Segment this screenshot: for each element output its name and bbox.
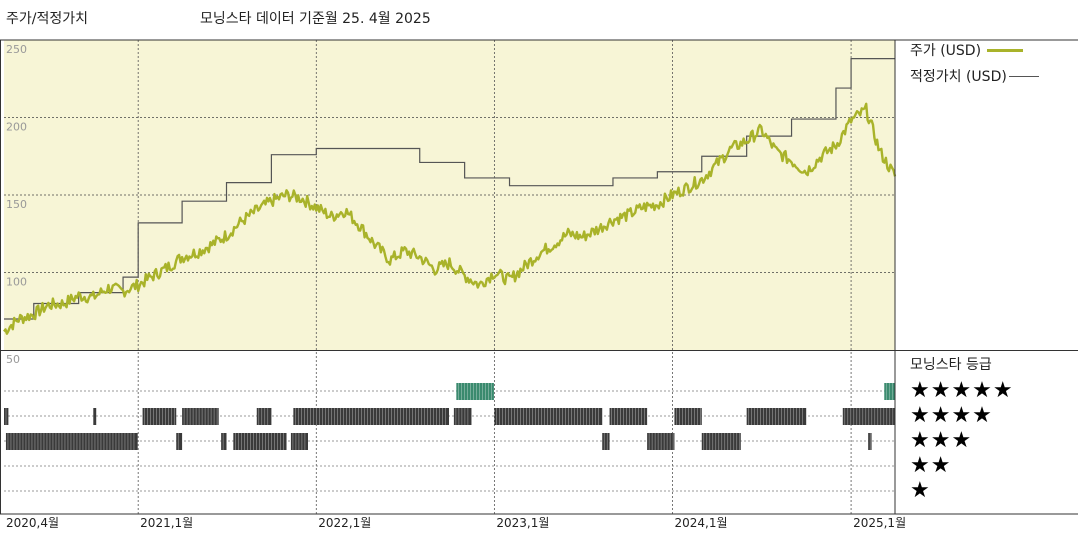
rating-bar-fill	[884, 383, 895, 400]
chart-title: 주가/적정가치	[6, 11, 88, 27]
rating-bar-fill	[701, 433, 741, 450]
rating-bar-3-stars	[701, 433, 741, 450]
rating-bar-fill	[182, 408, 219, 425]
rating-4-stars: ★★★★	[910, 403, 993, 428]
rating-bar-fill	[746, 408, 807, 425]
rating-bar-fill	[290, 433, 308, 450]
x-tick-label: 2024,1월	[674, 516, 727, 530]
rating-bar-3-stars	[647, 433, 675, 450]
rating-bar-4-stars	[293, 408, 450, 425]
rating-bar-fill	[93, 408, 97, 425]
rating-bar-fill	[647, 433, 675, 450]
x-tick-label: 2025,1월	[853, 516, 906, 530]
rating-1-star: ★	[910, 478, 931, 503]
rating-bar-3-stars	[5, 433, 138, 450]
price-line	[3, 102, 897, 335]
y-tick-label: 200	[6, 121, 27, 134]
x-tick-label: 2022,1월	[318, 516, 371, 530]
legend-label-price: 주가 (USD)	[910, 43, 982, 59]
legend-label-fair-value: 적정가치 (USD)	[910, 69, 1007, 85]
rating-bar-5-stars	[884, 383, 895, 400]
legend-item-fair-value: 적정가치 (USD)	[910, 66, 1039, 86]
rating-bar-5-stars	[456, 383, 494, 400]
rating-bar-4-stars	[674, 408, 702, 425]
x-tick-label: 2021,1월	[140, 516, 193, 530]
rating-bar-fill	[176, 433, 183, 450]
rating-bar-fill	[233, 433, 287, 450]
legend-item-price: 주가 (USD)	[910, 40, 1024, 60]
rating-bar-4-stars	[842, 408, 895, 425]
rating-bar-fill	[456, 383, 494, 400]
rating-bar-3-stars	[176, 433, 183, 450]
rating-bar-3-stars	[602, 433, 610, 450]
rating-bar-4-stars	[182, 408, 219, 425]
x-tick-label: 2023,1월	[496, 516, 549, 530]
rating-bar-4-stars	[93, 408, 97, 425]
rating-bar-4-stars	[256, 408, 272, 425]
rating-2-stars: ★★	[910, 453, 952, 478]
y-tick-label: 150	[6, 198, 27, 211]
rating-bar-fill	[453, 408, 472, 425]
rating-panel-title: 모닝스타 등급	[910, 357, 992, 373]
legend-swatch-fair-value	[1008, 75, 1039, 77]
rating-bar-4-stars	[494, 408, 603, 425]
rating-bar-3-stars	[868, 433, 872, 450]
rating-bar-3-stars	[233, 433, 287, 450]
data-date-label: 모닝스타 데이터 기준월 25. 4월 2025	[200, 11, 431, 27]
y-tick-label: 250	[6, 43, 27, 56]
rating-bar-fill	[221, 433, 227, 450]
x-tick-label: 2020,4월	[6, 516, 59, 530]
rating-bar-4-stars	[142, 408, 177, 425]
y-tick-label: 100	[6, 276, 27, 289]
rating-bar-fill	[609, 408, 648, 425]
legend-swatch-price	[987, 48, 1024, 52]
rating-bar-3-stars	[221, 433, 227, 450]
y-tick-label: 50	[6, 353, 20, 366]
rating-bar-4-stars	[453, 408, 472, 425]
rating-bar-fill	[293, 408, 450, 425]
rating-bar-fill	[5, 433, 138, 450]
rating-5-stars: ★★★★★	[910, 378, 1014, 403]
rating-bar-fill	[674, 408, 702, 425]
rating-bar-4-stars	[609, 408, 648, 425]
rating-bar-fill	[494, 408, 603, 425]
fair-value-line	[4, 58, 895, 320]
rating-bar-4-stars	[746, 408, 807, 425]
rating-3-stars: ★★★	[910, 428, 973, 453]
rating-bar-4-stars	[4, 408, 9, 425]
rating-bar-fill	[602, 433, 610, 450]
rating-bar-3-stars	[290, 433, 308, 450]
